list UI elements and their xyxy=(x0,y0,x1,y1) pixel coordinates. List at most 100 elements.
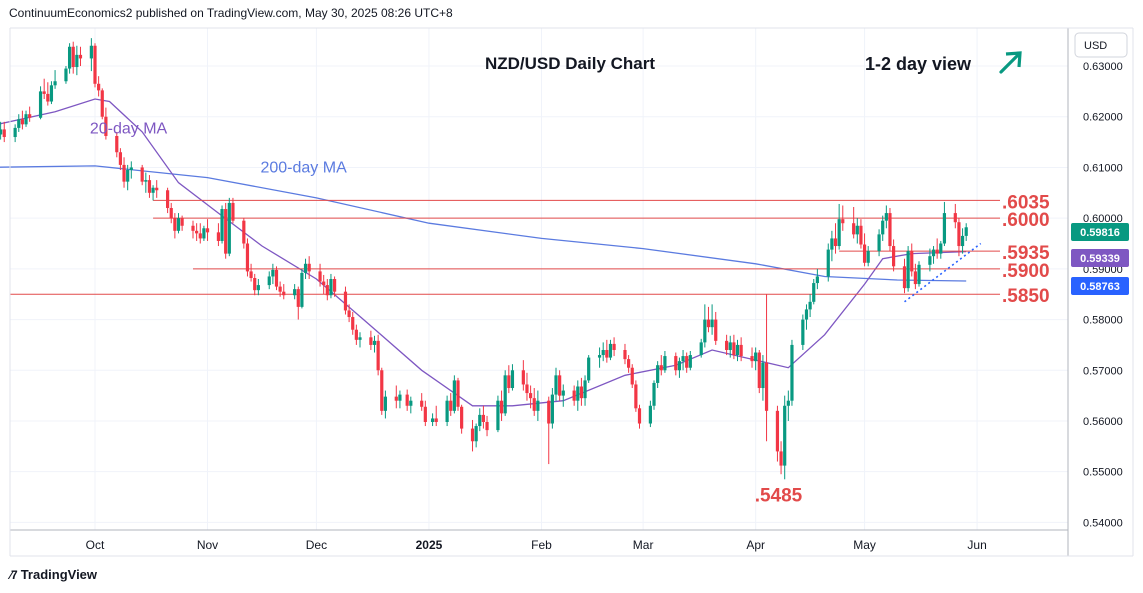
candle-body xyxy=(630,367,634,385)
candle-body xyxy=(267,276,271,286)
candle-body xyxy=(147,180,152,193)
candle-body xyxy=(888,213,892,247)
candle-body xyxy=(249,271,253,278)
candle-body xyxy=(510,370,515,389)
axes-layer: 0.630000.620000.610000.600000.590000.580… xyxy=(9,27,1134,557)
y-tick-label: 0.62000 xyxy=(1083,112,1123,124)
candle-body xyxy=(394,396,398,401)
candle-body xyxy=(325,285,329,296)
ma200-label: 200-day MA xyxy=(260,159,347,176)
candle-body xyxy=(231,202,235,221)
candle-body xyxy=(216,232,221,241)
candle-body xyxy=(786,400,790,406)
candle-body xyxy=(779,451,783,466)
candle-body xyxy=(529,393,533,399)
candle-body xyxy=(634,384,638,409)
candle-body xyxy=(942,213,947,244)
candle-body xyxy=(554,375,558,395)
candle-body xyxy=(2,129,6,138)
candle-body xyxy=(532,398,536,411)
north-east-arrow-icon xyxy=(999,51,1022,74)
candle-body xyxy=(104,116,108,137)
candle-body xyxy=(144,180,148,182)
candle-body xyxy=(0,129,3,135)
candle-body xyxy=(833,238,838,247)
candle-body xyxy=(300,272,304,307)
candle-body xyxy=(597,355,602,358)
candle-body xyxy=(452,380,456,411)
candle-body xyxy=(855,225,859,235)
candle-body xyxy=(688,355,692,368)
support-trendline xyxy=(904,242,982,303)
candle-body xyxy=(351,317,355,330)
candle-body xyxy=(245,243,250,272)
candle-body xyxy=(703,319,707,343)
candle-body xyxy=(202,228,206,239)
y-tick-label: 0.57000 xyxy=(1083,365,1123,377)
tradingview-brand[interactable]: ⁄7 TradingView xyxy=(10,567,97,582)
x-tick-label: Feb xyxy=(531,538,552,552)
x-tick-label: Oct xyxy=(86,538,105,552)
candle-body xyxy=(659,365,663,371)
candle-body xyxy=(699,342,703,356)
candle-body xyxy=(732,342,736,356)
candle-body xyxy=(46,93,50,102)
candle-body xyxy=(656,365,660,383)
candle-body xyxy=(605,349,609,358)
candle-body xyxy=(710,319,714,328)
candle-body xyxy=(841,219,845,224)
candle-body xyxy=(67,46,72,69)
currency-label: USD xyxy=(1084,40,1107,52)
candle-body xyxy=(242,220,246,244)
candle-body xyxy=(881,220,885,235)
x-tick-label: Jun xyxy=(967,538,986,552)
candle-body xyxy=(224,209,228,254)
view-label: 1-2 day view xyxy=(865,54,972,74)
candle-body xyxy=(293,289,297,296)
y-tick-label: 0.63000 xyxy=(1083,61,1123,73)
candle-body xyxy=(318,271,322,282)
candle-body xyxy=(151,187,155,193)
price-badge xyxy=(1071,223,1129,241)
currency-box xyxy=(1074,32,1128,58)
tradingview-logo-icon: ⁄7 xyxy=(10,567,18,582)
candle-body xyxy=(42,91,46,94)
candle-body xyxy=(677,361,682,371)
labels-layer: .5485 20-day MA 200-day MA NZD/USD Daily Ch… xyxy=(90,51,1022,506)
candle-body xyxy=(953,213,957,223)
candle-body xyxy=(837,219,841,247)
candle-body xyxy=(608,343,613,358)
candle-body xyxy=(812,283,816,302)
candle-body xyxy=(728,342,732,350)
candle-body xyxy=(456,380,460,407)
candle-body xyxy=(93,45,97,84)
candle-body xyxy=(957,222,961,247)
candle-body xyxy=(935,249,939,254)
candle-body xyxy=(579,386,584,399)
levels-layer: .6035.6000 .5935.5900 .5850 xyxy=(10,192,1050,307)
candle-body xyxy=(764,362,769,411)
candle-body xyxy=(485,421,489,431)
trend-layer xyxy=(904,242,982,303)
candle-body xyxy=(64,68,68,82)
candle-body xyxy=(332,279,337,292)
candle-body xyxy=(198,233,202,239)
candle-body xyxy=(380,370,384,411)
candle-body xyxy=(38,91,43,118)
candle-body xyxy=(931,249,936,257)
candle-body xyxy=(24,114,28,125)
publisher-header: ContinuumEconomics2 published on Trading… xyxy=(9,6,453,20)
candle-body xyxy=(561,390,565,396)
x-tick-label: Dec xyxy=(306,538,327,552)
candle-body xyxy=(445,400,449,422)
candle-body xyxy=(525,384,529,394)
candle-body xyxy=(13,127,17,138)
y-tick-label: 0.60000 xyxy=(1083,213,1123,225)
candle-body xyxy=(169,208,173,219)
candle-body xyxy=(398,394,402,401)
candle-body xyxy=(118,152,123,165)
candle-body xyxy=(191,225,195,231)
candle-body xyxy=(757,352,761,389)
candle-body xyxy=(420,400,424,407)
